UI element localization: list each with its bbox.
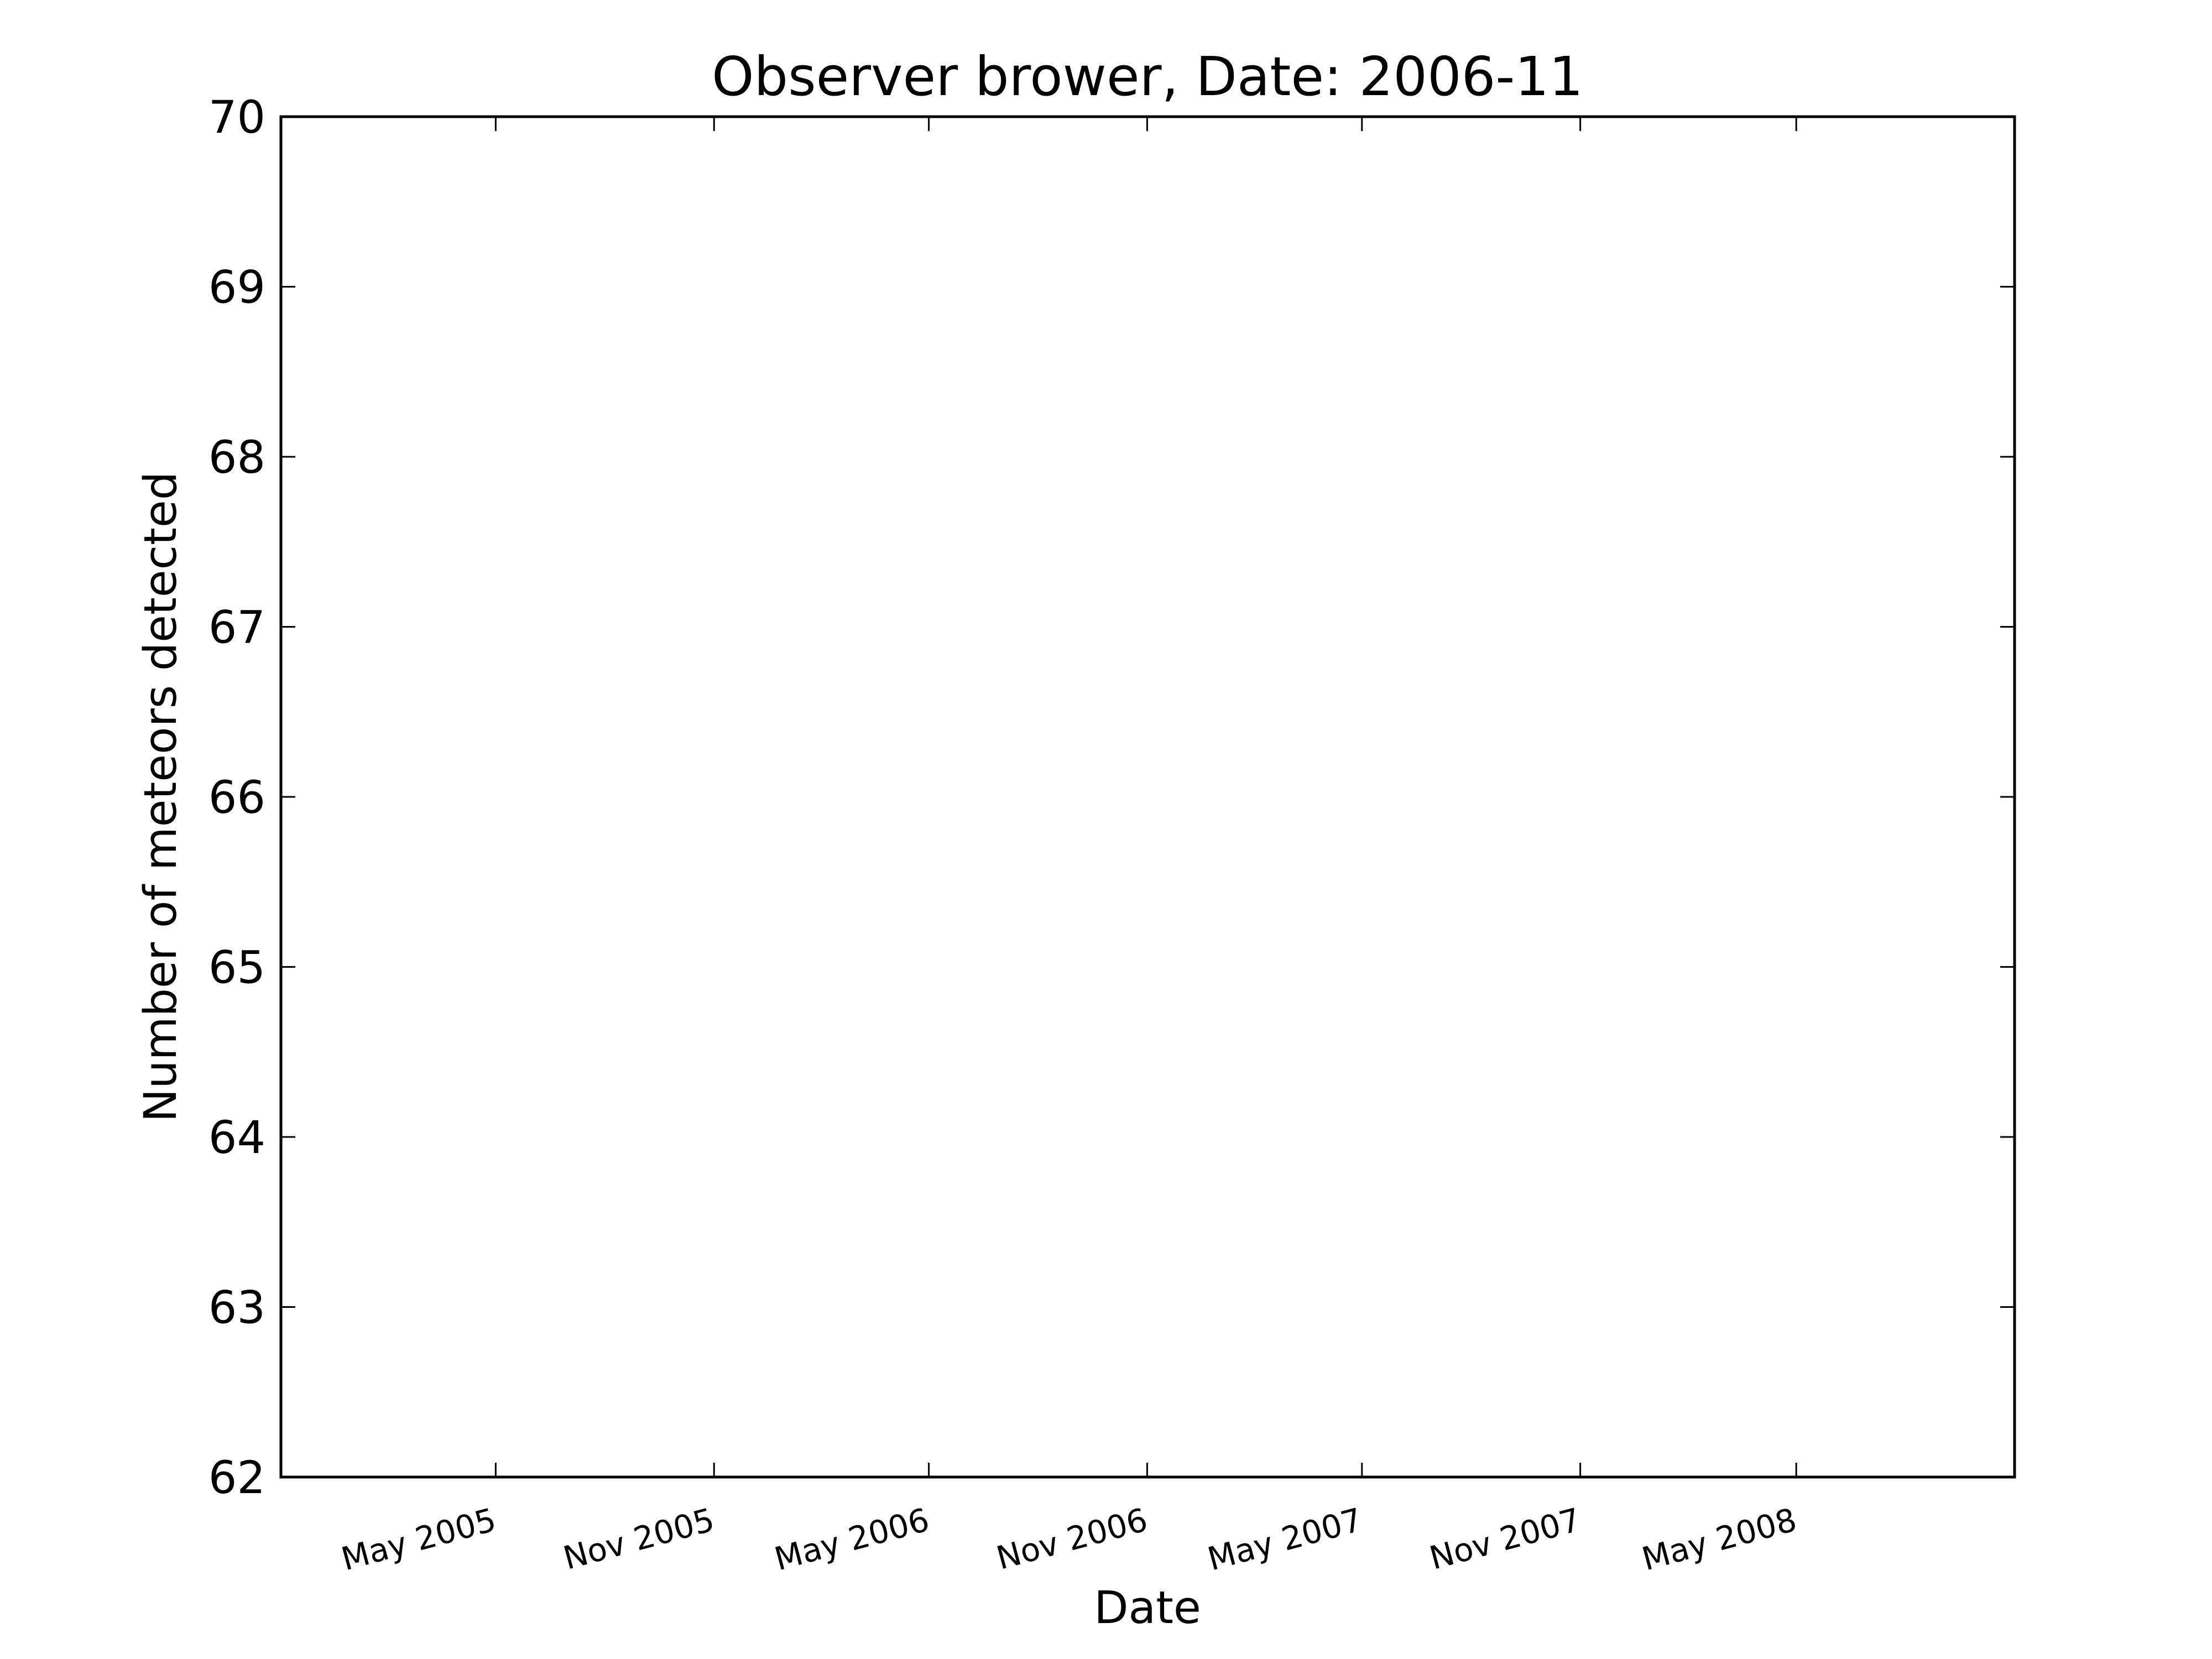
x-tick-label: May 2005 [337, 1501, 500, 1578]
y-tick-label: 64 [208, 1112, 265, 1164]
y-tick-label: 70 [208, 92, 265, 144]
y-tick-label: 62 [208, 1452, 265, 1504]
x-tick-label: Nov 2006 [993, 1501, 1151, 1577]
y-tick-label: 66 [208, 772, 265, 824]
x-axis-ticks: May 2005 Nov 2005 May 2006 Nov 2006 May 2007… [337, 117, 1801, 1578]
y-axis-ticks: 62 63 64 65 66 67 68 69 70 [208, 92, 2015, 1504]
x-tick-label: May 2008 [1638, 1501, 1801, 1578]
x-tick-label: May 2007 [1204, 1501, 1366, 1578]
chart-title: Observer brower, Date: 2006-11 [712, 45, 1583, 108]
y-axis-label: Number of meteors detected [135, 472, 187, 1122]
x-tick-label: Nov 2007 [1426, 1501, 1584, 1577]
y-tick-label: 69 [208, 262, 265, 314]
y-tick-label: 65 [208, 942, 265, 994]
y-tick-label: 63 [208, 1282, 265, 1334]
axes-frame [279, 115, 2016, 1479]
y-tick-label: 67 [208, 602, 265, 654]
y-tick-label: 68 [208, 432, 265, 484]
x-tick-label: Nov 2005 [560, 1501, 718, 1577]
x-tick-label: May 2006 [770, 1501, 933, 1578]
x-axis-label: Date [1094, 1582, 1201, 1634]
